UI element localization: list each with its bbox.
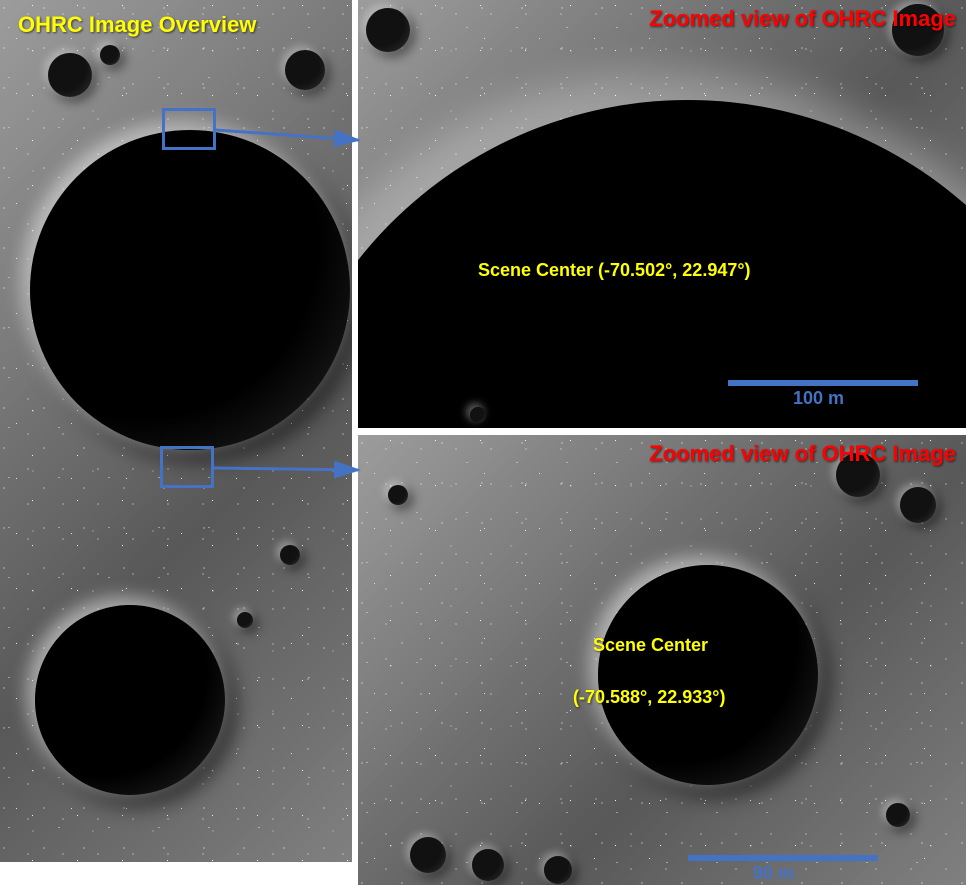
zoom-bottom-scale-label: 90 m: [753, 863, 794, 884]
zoom-top-scene-center: Scene Center (-70.502°, 22.947°): [478, 260, 751, 281]
zoom-bottom-scene-center-line1: Scene Center: [593, 635, 708, 656]
zoom-panel-bottom: Zoomed view of OHRC Image Scene Center (…: [358, 435, 966, 885]
zoom-bottom-title: Zoomed view of OHRC Image: [649, 441, 956, 467]
overview-tiny-crater: [100, 45, 120, 65]
zoom-top-small-crater: [470, 407, 486, 423]
overview-tiny-crater: [285, 50, 325, 90]
zoom-bottom-small-crater: [472, 849, 504, 881]
zoom-top-scale-label: 100 m: [793, 388, 844, 409]
zoom-top-small-crater: [366, 8, 410, 52]
zoom-bottom-scale-bar: [688, 855, 878, 861]
zoom-bottom-small-crater: [388, 485, 408, 505]
zoom-top-scale-bar: [728, 380, 918, 386]
overview-tiny-crater: [48, 53, 92, 97]
overview-small-crater: [35, 605, 225, 795]
zoom-bottom-mid-crater: [598, 565, 818, 785]
zoom-top-title: Zoomed view of OHRC Image: [649, 6, 956, 32]
highlight-box-bottom: [160, 446, 214, 488]
overview-panel: OHRC Image Overview: [0, 0, 352, 862]
zoom-bottom-scene-center-line2: (-70.588°, 22.933°): [573, 687, 726, 708]
overview-tiny-crater: [237, 612, 253, 628]
zoom-bottom-small-crater: [900, 487, 936, 523]
zoom-panel-top: Zoomed view of OHRC Image Scene Center (…: [358, 0, 966, 428]
zoom-bottom-small-crater: [544, 856, 572, 884]
zoom-bottom-small-crater: [886, 803, 910, 827]
overview-big-crater: [30, 130, 350, 450]
zoom-bottom-small-crater: [410, 837, 446, 873]
overview-tiny-crater: [280, 545, 300, 565]
overview-title: OHRC Image Overview: [18, 12, 256, 38]
highlight-box-top: [162, 108, 216, 150]
